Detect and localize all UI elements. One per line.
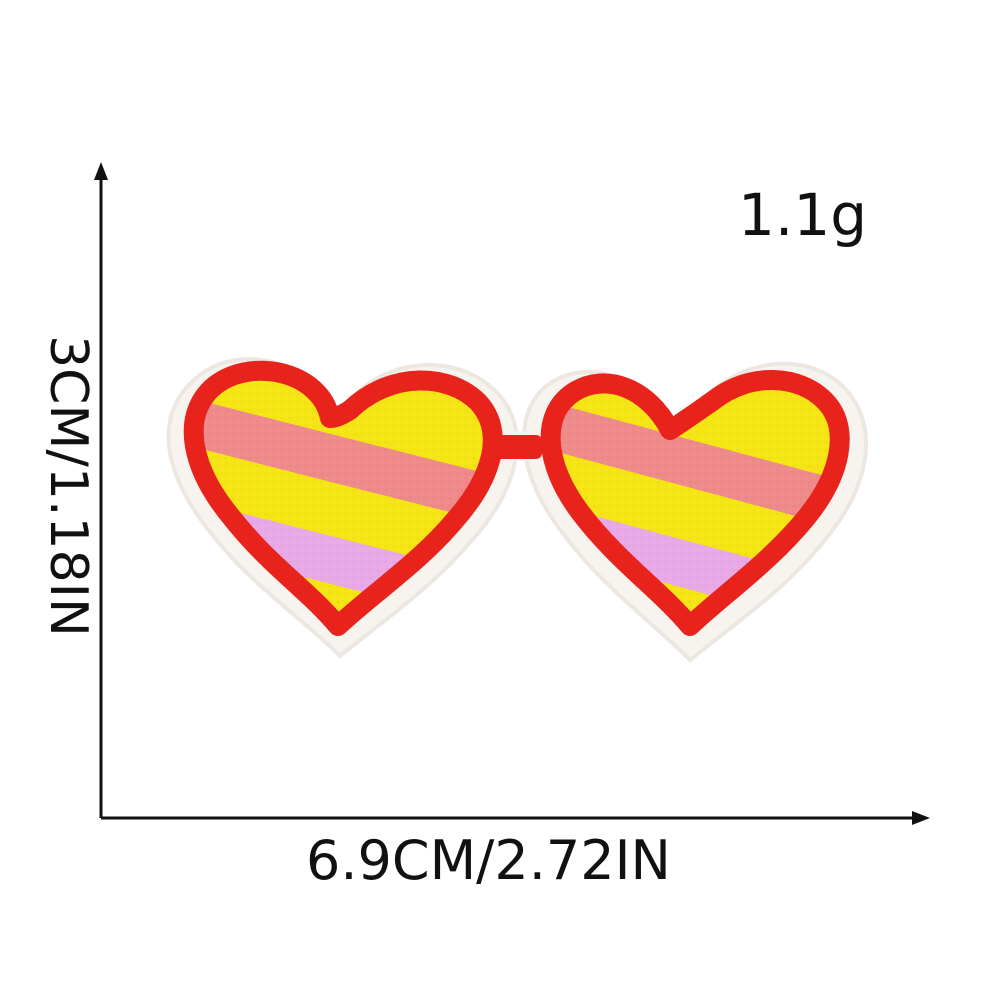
left-heart-frame — [183, 360, 503, 636]
weight-label: 1.1g — [738, 181, 868, 249]
heart-sunglasses-patch — [166, 357, 868, 663]
sunglasses-bridge — [488, 435, 542, 459]
width-label: 6.9CM/2.72IN — [306, 829, 671, 892]
dimension-axes — [94, 162, 930, 825]
height-label: 3CM/1.18IN — [38, 335, 98, 637]
right-heart-frame — [540, 370, 850, 636]
width-arrowhead-icon — [912, 811, 930, 825]
height-arrowhead-icon — [94, 162, 108, 180]
